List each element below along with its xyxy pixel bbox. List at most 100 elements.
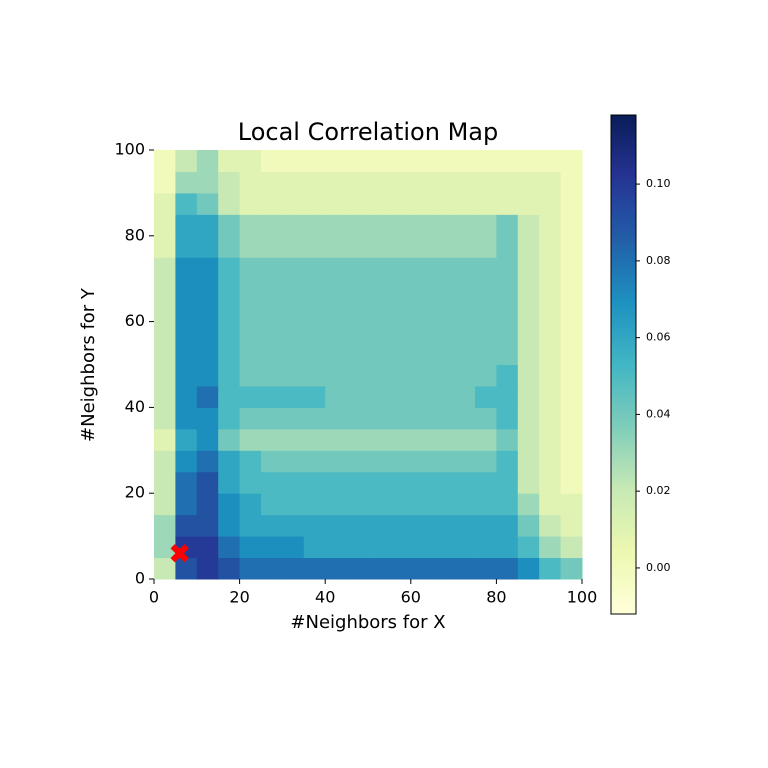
- heatmap-cell: [475, 214, 497, 237]
- heatmap-cell: [475, 343, 497, 365]
- heatmap-cell: [175, 150, 198, 172]
- heatmap-cell: [453, 321, 476, 344]
- heatmap-cell: [282, 536, 305, 559]
- heatmap-cell: [282, 235, 305, 258]
- heatmap-cell: [432, 536, 455, 559]
- heatmap-cell: [175, 514, 198, 537]
- heatmap-cell: [560, 450, 583, 473]
- heatmap-cell: [196, 214, 219, 237]
- heatmap-cell: [346, 407, 369, 430]
- heatmap-cell: [368, 150, 390, 172]
- heatmap-cell: [496, 536, 519, 559]
- heatmap-cell: [218, 192, 241, 215]
- heatmap-cell: [560, 536, 583, 559]
- heatmap-cell: [325, 514, 348, 537]
- heatmap-cell: [496, 192, 519, 215]
- heatmap-cell: [196, 278, 219, 301]
- heatmap-cell: [175, 235, 198, 258]
- heatmap-cell: [453, 407, 476, 430]
- heatmap-cell: [496, 364, 519, 387]
- heatmap-cell: [154, 364, 176, 387]
- heatmap-cell: [539, 514, 562, 537]
- heatmap-cell: [282, 514, 305, 537]
- heatmap-cell: [346, 321, 369, 344]
- heatmap-cell: [560, 428, 583, 451]
- heatmap-cell: [346, 278, 369, 301]
- heatmap-cell: [475, 257, 497, 280]
- x-tick-label: 40: [315, 588, 335, 607]
- heatmap-cell: [539, 493, 562, 516]
- heatmap-cell: [154, 300, 176, 323]
- heatmap-cell: [432, 450, 455, 473]
- x-tick-label: 80: [486, 588, 506, 607]
- heatmap-cell: [453, 192, 476, 215]
- heatmap-cell: [282, 471, 305, 494]
- heatmap-cell: [368, 450, 390, 473]
- heatmap-cell: [517, 300, 540, 323]
- heatmap-cell: [517, 385, 540, 408]
- heatmap-cell: [432, 278, 455, 301]
- heatmap-cell: [453, 257, 476, 280]
- heatmap-cell: [389, 385, 412, 408]
- heatmap-cell: [475, 171, 497, 194]
- heatmap-cell: [517, 214, 540, 237]
- heatmap-cell: [218, 171, 241, 194]
- heatmap-cell: [239, 364, 262, 387]
- heatmap-cell: [218, 514, 241, 537]
- heatmap-cell: [282, 278, 305, 301]
- heatmap-cell: [154, 257, 176, 280]
- heatmap-cell: [154, 450, 176, 473]
- heatmap-cell: [346, 192, 369, 215]
- heatmap-cell: [389, 471, 412, 494]
- heatmap-cell: [154, 557, 176, 580]
- heatmap-cell: [175, 321, 198, 344]
- heatmap-cell: [389, 214, 412, 237]
- heatmap-cell: [303, 450, 326, 473]
- heatmap-cell: [517, 171, 540, 194]
- heatmap-cell: [368, 493, 390, 516]
- heatmap-cell: [560, 192, 583, 215]
- heatmap-cell: [282, 364, 305, 387]
- heatmap-cell: [346, 514, 369, 537]
- heatmap-cell: [282, 428, 305, 451]
- heatmap-cell: [218, 364, 241, 387]
- heatmap-cell: [261, 407, 283, 430]
- heatmap-cell: [496, 343, 519, 365]
- heatmap-cell: [368, 235, 390, 258]
- heatmap-cell: [410, 493, 433, 516]
- heatmap-cell: [218, 493, 241, 516]
- heatmap-cell: [475, 493, 497, 516]
- heatmap-cell: [432, 407, 455, 430]
- heatmap-cell: [432, 171, 455, 194]
- heatmap-cell: [175, 257, 198, 280]
- chart-title: Local Correlation Map: [238, 118, 498, 146]
- heatmap-cell: [517, 471, 540, 494]
- heatmap-cell: [539, 428, 562, 451]
- heatmap-cell: [539, 450, 562, 473]
- heatmap-cell: [432, 343, 455, 365]
- heatmap-cell: [453, 150, 476, 172]
- heatmap-cell: [303, 343, 326, 365]
- heatmap-cell: [218, 407, 241, 430]
- heatmap-cell: [517, 192, 540, 215]
- heatmap-cell: [303, 493, 326, 516]
- heatmap-cell: [410, 450, 433, 473]
- heatmap-cell: [475, 364, 497, 387]
- heatmap-cell: [496, 428, 519, 451]
- heatmap-cell: [261, 471, 283, 494]
- heatmap-cell: [453, 343, 476, 365]
- heatmap-cell: [346, 536, 369, 559]
- heatmap-cell: [154, 235, 176, 258]
- heatmap-cell: [453, 428, 476, 451]
- heatmap-cell: [261, 321, 283, 344]
- heatmap-cell: [303, 407, 326, 430]
- heatmap-cell: [261, 385, 283, 408]
- heatmap-cell: [560, 257, 583, 280]
- heatmap-cell: [282, 150, 305, 172]
- heatmap-cell: [560, 171, 583, 194]
- heatmap-cell: [196, 536, 219, 559]
- heatmap-cell: [368, 278, 390, 301]
- heatmap-cell: [389, 278, 412, 301]
- heatmap-cell: [261, 192, 283, 215]
- heatmap-cell: [261, 514, 283, 537]
